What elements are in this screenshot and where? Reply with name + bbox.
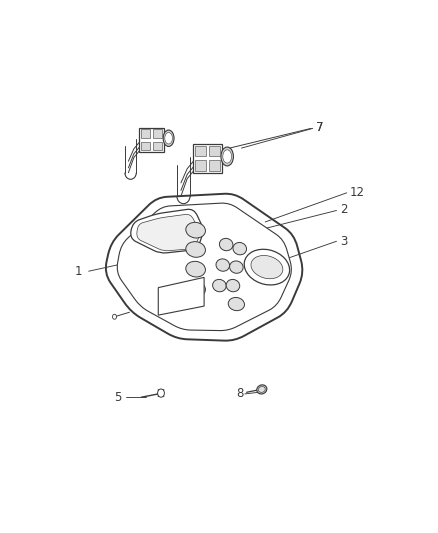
Ellipse shape bbox=[251, 255, 283, 279]
Ellipse shape bbox=[165, 133, 173, 144]
Text: 12: 12 bbox=[350, 185, 365, 198]
Bar bbox=[209, 146, 219, 156]
Ellipse shape bbox=[257, 385, 267, 394]
Ellipse shape bbox=[226, 279, 240, 292]
Bar bbox=[195, 146, 205, 156]
PathPatch shape bbox=[117, 203, 291, 330]
Ellipse shape bbox=[223, 150, 232, 163]
FancyBboxPatch shape bbox=[194, 144, 222, 173]
Text: 7: 7 bbox=[316, 121, 324, 134]
Bar bbox=[141, 142, 150, 150]
Circle shape bbox=[158, 389, 164, 397]
Text: 2: 2 bbox=[340, 203, 347, 216]
Bar bbox=[141, 130, 150, 138]
Ellipse shape bbox=[219, 238, 233, 251]
Text: 1: 1 bbox=[75, 265, 83, 278]
Ellipse shape bbox=[186, 261, 205, 277]
Bar bbox=[153, 130, 162, 138]
Bar bbox=[209, 160, 219, 171]
Ellipse shape bbox=[221, 147, 233, 166]
Ellipse shape bbox=[212, 279, 226, 292]
Polygon shape bbox=[158, 277, 204, 315]
Ellipse shape bbox=[186, 222, 205, 238]
Text: 8: 8 bbox=[237, 387, 244, 400]
Circle shape bbox=[113, 314, 117, 319]
PathPatch shape bbox=[106, 193, 302, 341]
PathPatch shape bbox=[131, 209, 203, 253]
Ellipse shape bbox=[228, 297, 244, 311]
Ellipse shape bbox=[186, 281, 205, 297]
Ellipse shape bbox=[233, 243, 247, 255]
Ellipse shape bbox=[163, 130, 174, 147]
Text: 3: 3 bbox=[340, 235, 347, 248]
Bar bbox=[195, 160, 205, 171]
Ellipse shape bbox=[216, 259, 230, 271]
Text: 7: 7 bbox=[316, 121, 324, 134]
PathPatch shape bbox=[137, 214, 199, 251]
Ellipse shape bbox=[244, 249, 290, 285]
FancyBboxPatch shape bbox=[139, 127, 164, 152]
Ellipse shape bbox=[230, 261, 243, 273]
Ellipse shape bbox=[258, 386, 265, 392]
Bar bbox=[153, 142, 162, 150]
Ellipse shape bbox=[186, 241, 205, 257]
Text: 5: 5 bbox=[114, 391, 121, 403]
